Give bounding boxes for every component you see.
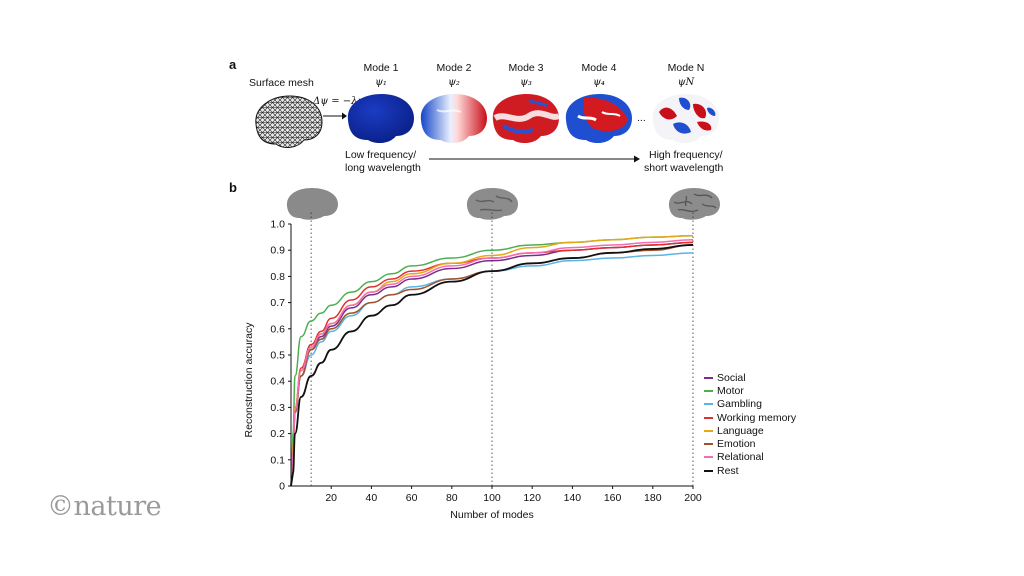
detailed-brain-image (668, 188, 720, 220)
legend-swatch (704, 389, 713, 392)
x-tick-label: 80 (446, 492, 458, 504)
y-tick-label: 0.6 (270, 323, 285, 335)
mode-3-title: Mode 3 (508, 62, 544, 74)
legend-swatch (704, 469, 713, 472)
reconstruction-accuracy-chart: 0 0.1 0.2 0.3 0.4 0.5 0.6 0.7 0.8 0.9 1.0 20 40 60 80 1… (243, 210, 702, 521)
legend-item-working-memory: Working memory (704, 411, 796, 424)
mode-2-title: Mode 2 (436, 62, 472, 74)
frequency-arrow-icon (429, 155, 640, 163)
series-line-relational (290, 238, 694, 487)
y-tick-label: 0.8 (270, 271, 285, 283)
surface-mesh-label: Surface mesh (249, 77, 314, 89)
legend-label: Gambling (717, 398, 762, 411)
y-tick-label: 0.9 (270, 245, 285, 257)
x-tick-label: 160 (604, 492, 622, 504)
y-axis-label: Reconstruction accuracy (243, 322, 255, 438)
mode-ellipsis: ... (637, 112, 646, 124)
legend-swatch (704, 416, 713, 419)
legend-label: Working memory (717, 411, 797, 424)
legend-swatch (704, 429, 713, 432)
x-tick-label: 120 (523, 492, 541, 504)
panel-b-letter: b (229, 180, 237, 195)
y-tick-label: 0.4 (270, 376, 285, 388)
legend-label: Rest (717, 464, 739, 477)
legend-item-language: Language (704, 424, 796, 437)
mode-n-title: Mode N (667, 62, 705, 74)
legend-swatch (704, 443, 713, 446)
laplace-equation: Δψ = −λψ (313, 96, 366, 107)
legend-label: Relational (717, 451, 764, 464)
x-tick-label: 20 (325, 492, 337, 504)
legend-label: Language (717, 424, 764, 437)
legend-item-gambling: Gambling (704, 398, 796, 411)
nature-watermark: ©nature (47, 491, 162, 522)
mode-4-brain-image (565, 94, 632, 144)
x-tick-label: 200 (684, 492, 702, 504)
y-tick-label: 0.5 (270, 350, 285, 362)
legend-swatch (704, 376, 713, 379)
x-tick-label: 180 (644, 492, 662, 504)
mode-2-symbol: ψ₂ (448, 77, 460, 88)
mode-n-brain-image (652, 94, 719, 144)
legend-item-motor: Motor (704, 384, 796, 397)
low-frequency-label-line1: Low frequency/ (345, 149, 417, 161)
mode-4-title: Mode 4 (581, 62, 617, 74)
y-tick-label: 0 (279, 481, 285, 493)
legend-swatch (704, 403, 713, 406)
mode-3-brain-image (492, 94, 561, 144)
y-tick-label: 0.2 (270, 428, 285, 440)
legend-item-social: Social (704, 371, 796, 384)
high-frequency-label-line1: High frequency/ (649, 149, 723, 161)
mode-4-symbol: ψ₄ (593, 77, 605, 88)
y-tick-label: 1.0 (270, 219, 285, 231)
mode-3-symbol: ψ₃ (520, 77, 532, 88)
x-tick-label: 100 (483, 492, 501, 504)
mode-2-brain-image (420, 94, 487, 144)
mode-1-brain-image (347, 94, 414, 144)
legend-item-rest: Rest (704, 464, 796, 477)
high-frequency-label-line2: short wavelength (644, 162, 724, 174)
x-tick-label: 40 (366, 492, 378, 504)
low-frequency-label-line2: long wavelength (345, 162, 421, 174)
y-tick-label: 0.3 (270, 402, 285, 414)
legend-item-emotion: Emotion (704, 437, 796, 450)
legend-label: Emotion (717, 438, 756, 451)
surface-mesh-brain-image (255, 95, 323, 148)
legend-item-relational: Relational (704, 451, 796, 464)
panel-a-letter: a (229, 57, 237, 72)
x-tick-label: 60 (406, 492, 418, 504)
chart-legend: Social Motor Gambling Working memory Languag… (704, 371, 796, 477)
legend-label: Motor (717, 384, 744, 397)
smooth-brain-image (286, 188, 338, 220)
y-tick-label: 0.1 (270, 454, 285, 466)
arrow-icon (323, 112, 347, 120)
series-line-rest (290, 244, 694, 487)
y-tick-label: 0.7 (270, 297, 285, 309)
x-tick-label: 140 (564, 492, 582, 504)
mode-1-symbol: ψ₁ (375, 77, 387, 88)
x-axis-label: Number of modes (450, 509, 533, 521)
legend-label: Social (717, 371, 746, 384)
mode-n-symbol: ψN (677, 77, 695, 88)
legend-swatch (704, 456, 713, 459)
mode-1-title: Mode 1 (363, 62, 399, 74)
